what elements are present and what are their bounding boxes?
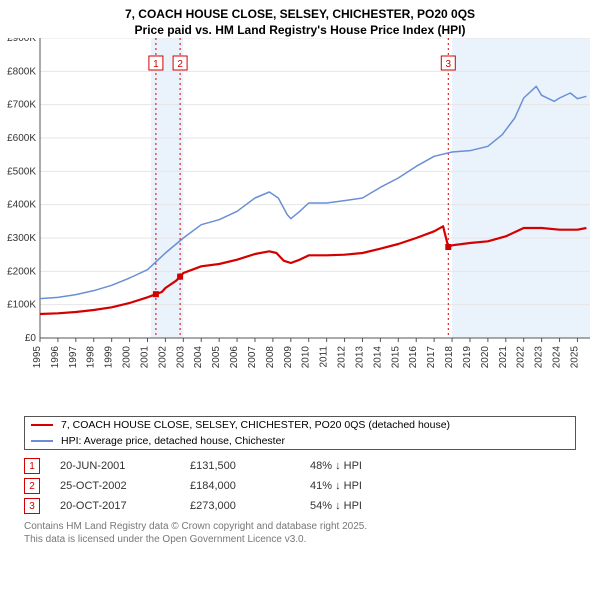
svg-text:1996: 1996	[50, 346, 61, 369]
svg-text:£900K: £900K	[7, 38, 36, 44]
svg-text:2014: 2014	[372, 346, 383, 369]
transaction-date: 25-OCT-2002	[60, 480, 190, 492]
svg-text:2023: 2023	[534, 346, 545, 369]
svg-text:£0: £0	[25, 333, 37, 344]
legend-label: HPI: Average price, detached house, Chic…	[61, 435, 285, 447]
svg-text:1995: 1995	[32, 346, 43, 369]
transaction-pct: 48% ↓ HPI	[310, 460, 362, 472]
svg-text:2001: 2001	[139, 346, 150, 369]
svg-text:2007: 2007	[247, 346, 258, 369]
transaction-badge: 3	[24, 498, 40, 514]
svg-text:2015: 2015	[390, 346, 401, 369]
svg-text:£200K: £200K	[7, 267, 36, 278]
svg-text:2010: 2010	[301, 346, 312, 369]
svg-text:£400K: £400K	[7, 200, 36, 211]
svg-text:2025: 2025	[569, 346, 580, 369]
svg-text:3: 3	[446, 59, 452, 70]
svg-text:£600K: £600K	[7, 133, 36, 144]
svg-text:1: 1	[153, 59, 159, 70]
svg-text:2022: 2022	[516, 346, 527, 369]
transaction-pct: 41% ↓ HPI	[310, 480, 362, 492]
svg-text:2000: 2000	[122, 346, 133, 369]
title-line2: Price paid vs. HM Land Registry's House …	[135, 23, 466, 37]
svg-text:2013: 2013	[354, 346, 365, 369]
svg-text:2017: 2017	[426, 346, 437, 369]
footer-line2: This data is licensed under the Open Gov…	[24, 534, 306, 545]
transaction-badge: 1	[24, 458, 40, 474]
chart-container: 7, COACH HOUSE CLOSE, SELSEY, CHICHESTER…	[0, 0, 600, 410]
svg-text:2012: 2012	[337, 346, 348, 369]
svg-text:2019: 2019	[462, 346, 473, 369]
transaction-pct: 54% ↓ HPI	[310, 500, 362, 512]
footer-line1: Contains HM Land Registry data © Crown c…	[24, 521, 367, 532]
transaction-price: £131,500	[190, 460, 310, 472]
transaction-badge: 2	[24, 478, 40, 494]
svg-text:2024: 2024	[552, 346, 563, 369]
svg-text:1997: 1997	[68, 346, 79, 369]
svg-text:2: 2	[177, 59, 183, 70]
svg-text:£500K: £500K	[7, 167, 36, 178]
svg-text:2005: 2005	[211, 346, 222, 369]
transaction-row: 1 20-JUN-2001£131,50048% ↓ HPI	[24, 458, 576, 474]
legend-row: 7, COACH HOUSE CLOSE, SELSEY, CHICHESTER…	[25, 417, 575, 433]
svg-text:2016: 2016	[408, 346, 419, 369]
transaction-price: £273,000	[190, 500, 310, 512]
svg-text:2008: 2008	[265, 346, 276, 369]
transaction-row: 3 20-OCT-2017£273,00054% ↓ HPI	[24, 498, 576, 514]
transaction-date: 20-JUN-2001	[60, 460, 190, 472]
legend-label: 7, COACH HOUSE CLOSE, SELSEY, CHICHESTER…	[61, 419, 450, 431]
svg-text:2011: 2011	[319, 346, 330, 368]
title-line1: 7, COACH HOUSE CLOSE, SELSEY, CHICHESTER…	[125, 7, 475, 21]
legend-row: HPI: Average price, detached house, Chic…	[25, 433, 575, 449]
transaction-row: 2 25-OCT-2002£184,00041% ↓ HPI	[24, 478, 576, 494]
transaction-table: 1 20-JUN-2001£131,50048% ↓ HPI 2 25-OCT-200…	[24, 458, 576, 514]
chart-title: 7, COACH HOUSE CLOSE, SELSEY, CHICHESTER…	[0, 0, 600, 38]
transaction-date: 20-OCT-2017	[60, 500, 190, 512]
svg-text:1998: 1998	[86, 346, 97, 369]
transaction-price: £184,000	[190, 480, 310, 492]
svg-text:2018: 2018	[444, 346, 455, 369]
attribution-footer: Contains HM Land Registry data © Crown c…	[24, 520, 576, 546]
svg-text:2006: 2006	[229, 346, 240, 369]
legend-swatch	[31, 440, 53, 442]
svg-text:1999: 1999	[104, 346, 115, 369]
svg-text:£100K: £100K	[7, 300, 36, 311]
svg-text:2004: 2004	[193, 346, 204, 369]
chart-svg: £0 £100K £200K £300K £400K £500K £600K £700K £80…	[0, 38, 600, 383]
legend: 7, COACH HOUSE CLOSE, SELSEY, CHICHESTER…	[24, 416, 576, 450]
svg-text:2002: 2002	[157, 346, 168, 369]
svg-text:£800K: £800K	[7, 67, 36, 78]
legend-swatch	[31, 424, 53, 426]
svg-text:2021: 2021	[498, 346, 509, 369]
svg-text:£300K: £300K	[7, 233, 36, 244]
svg-text:2009: 2009	[283, 346, 294, 369]
svg-text:2003: 2003	[175, 346, 186, 369]
svg-text:£700K: £700K	[7, 100, 36, 111]
svg-text:2020: 2020	[480, 346, 491, 369]
